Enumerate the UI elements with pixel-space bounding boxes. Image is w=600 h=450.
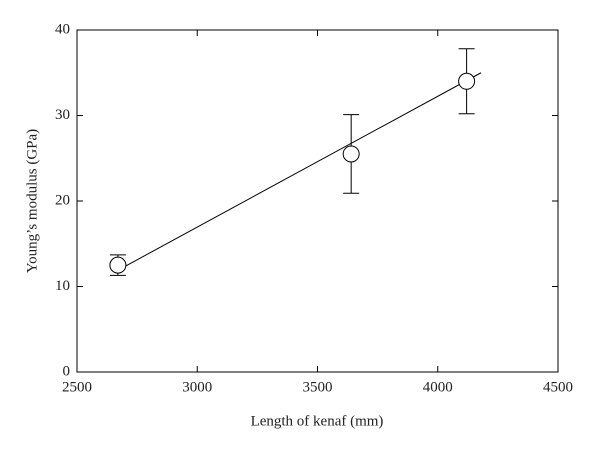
y-tick-label: 30: [55, 107, 70, 123]
point: [458, 72, 476, 90]
y-tick-label: 20: [55, 192, 70, 208]
point: [342, 145, 360, 163]
y-tick-label: 0: [63, 363, 71, 379]
x-axis-label: Length of kenaf (mm): [251, 413, 384, 429]
y-axis-label: Young’s modulus (GPa): [24, 129, 40, 273]
x-tick-label: 4500: [543, 379, 573, 395]
point: [109, 256, 127, 274]
plot-frame: [76, 29, 559, 373]
x-tick-label: 3000: [182, 379, 212, 395]
y-tick-label: 40: [55, 21, 70, 37]
fit-line: [117, 72, 482, 271]
x-tick-label: 4000: [423, 379, 453, 395]
y-tick-label: 10: [55, 278, 70, 294]
x-tick-label: 2500: [62, 379, 92, 395]
x-tick-label: 3500: [303, 379, 333, 395]
